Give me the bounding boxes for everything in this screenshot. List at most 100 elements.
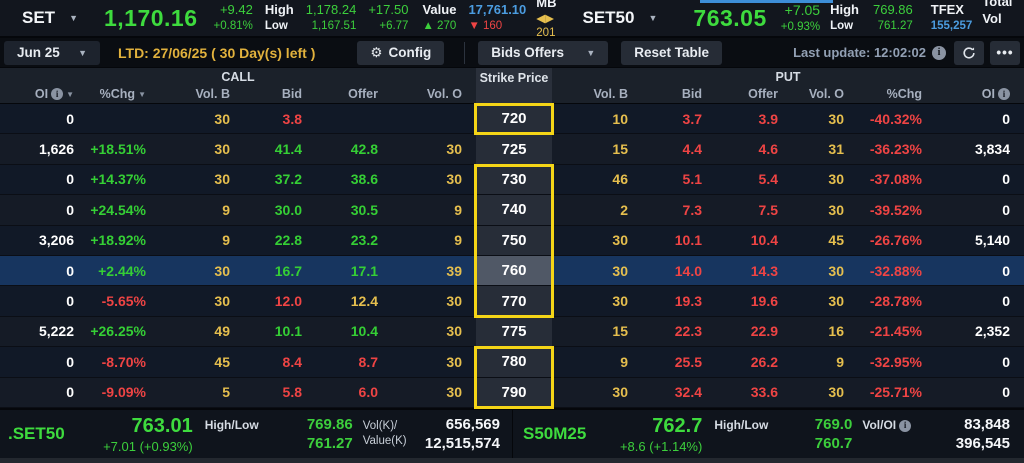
call-bid-cell[interactable]: 37.2: [274, 171, 302, 188]
call-offer-cell[interactable]: [316, 104, 392, 133]
reset-table-button[interactable]: Reset Table: [621, 40, 723, 65]
call-bid-cell[interactable]: 12.0: [274, 293, 302, 310]
call-bid-cell[interactable]: 22.8: [274, 232, 302, 249]
call-volb-cell[interactable]: 9: [222, 232, 230, 249]
table-row[interactable]: 0 -8.70% 45 8.4 8.7 30 780 9 25.5 26.2 9 -32.95% 0: [0, 347, 1024, 378]
set50-symbol-selector[interactable]: SET50 ▼: [583, 8, 658, 28]
strike-cell[interactable]: 790: [476, 377, 552, 407]
strike-cell[interactable]: 750: [476, 225, 552, 255]
strike-cell[interactable]: 775: [476, 316, 552, 347]
bids-offers-dropdown[interactable]: Bids Offers ▼: [478, 40, 609, 65]
series-dropdown[interactable]: Jun 25 ▼: [4, 40, 100, 65]
call-offer-cell[interactable]: 23.2: [350, 232, 378, 249]
strike-cell[interactable]: 770: [476, 286, 552, 316]
put-offer-cell[interactable]: 7.5: [758, 201, 778, 218]
call-bid-cell[interactable]: 30.0: [274, 201, 302, 218]
put-offer-cell[interactable]: 22.9: [750, 323, 778, 340]
strike-cell[interactable]: 725: [476, 134, 552, 164]
put-volo-cell[interactable]: 30: [828, 171, 844, 188]
put-bid-cell[interactable]: 32.4: [674, 384, 702, 401]
call-bid-cell[interactable]: 8.4: [282, 353, 302, 370]
put-volo-cell[interactable]: 31: [828, 141, 844, 158]
call-bid-cell[interactable]: 10.1: [274, 323, 302, 340]
put-offer-cell[interactable]: 4.6: [758, 141, 778, 158]
header-put-oi[interactable]: OI i: [936, 84, 1024, 104]
put-volo-cell[interactable]: 30: [828, 293, 844, 310]
call-offer-cell[interactable]: 10.4: [350, 323, 378, 340]
call-volb-cell[interactable]: 30: [214, 110, 230, 127]
call-volb-cell[interactable]: 9: [222, 201, 230, 218]
call-bid-cell[interactable]: 3.8: [282, 110, 302, 127]
put-offer-cell[interactable]: 14.3: [750, 262, 778, 279]
put-offer-cell[interactable]: 19.6: [750, 293, 778, 310]
header-call-oi[interactable]: OI i ▼: [34, 87, 74, 101]
table-row[interactable]: 3,206 +18.92% 9 22.8 23.2 9 750 30 10.1 10.4 45 -26…: [0, 225, 1024, 256]
put-volo-cell[interactable]: 9: [836, 353, 844, 370]
call-volo-cell[interactable]: 9: [454, 232, 462, 249]
call-volo-cell[interactable]: 30: [446, 353, 462, 370]
call-volb-cell[interactable]: 30: [214, 141, 230, 158]
put-bid-cell[interactable]: 4.4: [682, 141, 702, 158]
put-bid-cell[interactable]: 19.3: [674, 293, 702, 310]
call-volo-cell[interactable]: 30: [446, 293, 462, 310]
put-offer-cell[interactable]: 33.6: [750, 384, 778, 401]
call-offer-cell[interactable]: 12.4: [350, 293, 378, 310]
call-volo-cell[interactable]: 9: [454, 201, 462, 218]
put-volo-cell[interactable]: 30: [828, 384, 844, 401]
put-bid-cell[interactable]: 22.3: [674, 323, 702, 340]
table-row[interactable]: 5,222 +26.25% 49 10.1 10.4 30 775 15 22.3 22.9 16 -…: [0, 316, 1024, 348]
put-volb-cell[interactable]: 46: [612, 171, 628, 188]
put-volb-cell[interactable]: 2: [620, 201, 628, 218]
strike-cell[interactable]: 760: [476, 255, 552, 286]
strike-cell[interactable]: 740: [476, 195, 552, 225]
put-volb-cell[interactable]: 30: [612, 232, 628, 249]
table-row[interactable]: 0 +14.37% 30 37.2 38.6 30 730 46 5.1 5.4 30 -37.08%…: [0, 164, 1024, 196]
put-offer-cell[interactable]: 10.4: [750, 232, 778, 249]
put-volb-cell[interactable]: 30: [612, 262, 628, 279]
put-bid-cell[interactable]: 5.1: [682, 171, 702, 188]
call-volb-cell[interactable]: 30: [214, 262, 230, 279]
strike-cell[interactable]: 780: [476, 347, 552, 377]
put-volb-cell[interactable]: 30: [612, 384, 628, 401]
call-volb-cell[interactable]: 45: [214, 353, 230, 370]
put-volo-cell[interactable]: 30: [828, 110, 844, 127]
table-row[interactable]: 0 -9.09% 5 5.8 6.0 30 790 30 32.4 33.6 30 -25.71% 0: [0, 377, 1024, 408]
put-bid-cell[interactable]: 7.3: [682, 201, 702, 218]
put-bid-cell[interactable]: 25.5: [674, 353, 702, 370]
put-volb-cell[interactable]: 10: [612, 110, 628, 127]
set-symbol-selector[interactable]: SET ▼: [22, 8, 78, 28]
table-row[interactable]: 0 30 3.8 720 10 3.7 3.9 30 -40.32% 0: [0, 104, 1024, 135]
call-offer-cell[interactable]: 8.7: [358, 353, 378, 370]
put-bid-cell[interactable]: 14.0: [674, 262, 702, 279]
call-bid-cell[interactable]: 41.4: [274, 141, 302, 158]
strike-cell[interactable]: 720: [476, 104, 552, 134]
call-volb-cell[interactable]: 30: [214, 293, 230, 310]
call-volo-cell[interactable]: 30: [446, 141, 462, 158]
put-bid-cell[interactable]: 10.1: [674, 232, 702, 249]
put-volb-cell[interactable]: 15: [612, 323, 628, 340]
put-offer-cell[interactable]: 5.4: [758, 171, 778, 188]
call-offer-cell[interactable]: 30.5: [350, 201, 378, 218]
call-volo-cell[interactable]: [392, 104, 476, 133]
info-icon[interactable]: i: [899, 420, 912, 433]
info-icon[interactable]: i: [932, 45, 946, 60]
call-volb-cell[interactable]: 30: [214, 171, 230, 188]
put-bid-cell[interactable]: 3.7: [682, 110, 702, 127]
put-volb-cell[interactable]: 15: [612, 141, 628, 158]
put-volo-cell[interactable]: 30: [828, 201, 844, 218]
table-row[interactable]: 0 -5.65% 30 12.0 12.4 30 770 30 19.3 19.6 30 -28.78…: [0, 286, 1024, 317]
call-volo-cell[interactable]: 30: [446, 171, 462, 188]
call-volb-cell[interactable]: 49: [214, 323, 230, 340]
table-row[interactable]: 0 +2.44% 30 16.7 17.1 39 760 30 14.0 14.3 30 -32.88…: [0, 255, 1024, 287]
call-volb-cell[interactable]: 5: [222, 384, 230, 401]
call-bid-cell[interactable]: 5.8: [282, 384, 302, 401]
put-volo-cell[interactable]: 30: [828, 262, 844, 279]
more-button[interactable]: •••: [990, 40, 1020, 65]
call-offer-cell[interactable]: 17.1: [350, 262, 378, 279]
put-volb-cell[interactable]: 30: [612, 293, 628, 310]
strike-cell[interactable]: 730: [476, 164, 552, 195]
call-offer-cell[interactable]: 42.8: [350, 141, 378, 158]
info-icon[interactable]: i: [51, 88, 64, 100]
put-offer-cell[interactable]: 3.9: [758, 110, 778, 127]
call-bid-cell[interactable]: 16.7: [274, 262, 302, 279]
